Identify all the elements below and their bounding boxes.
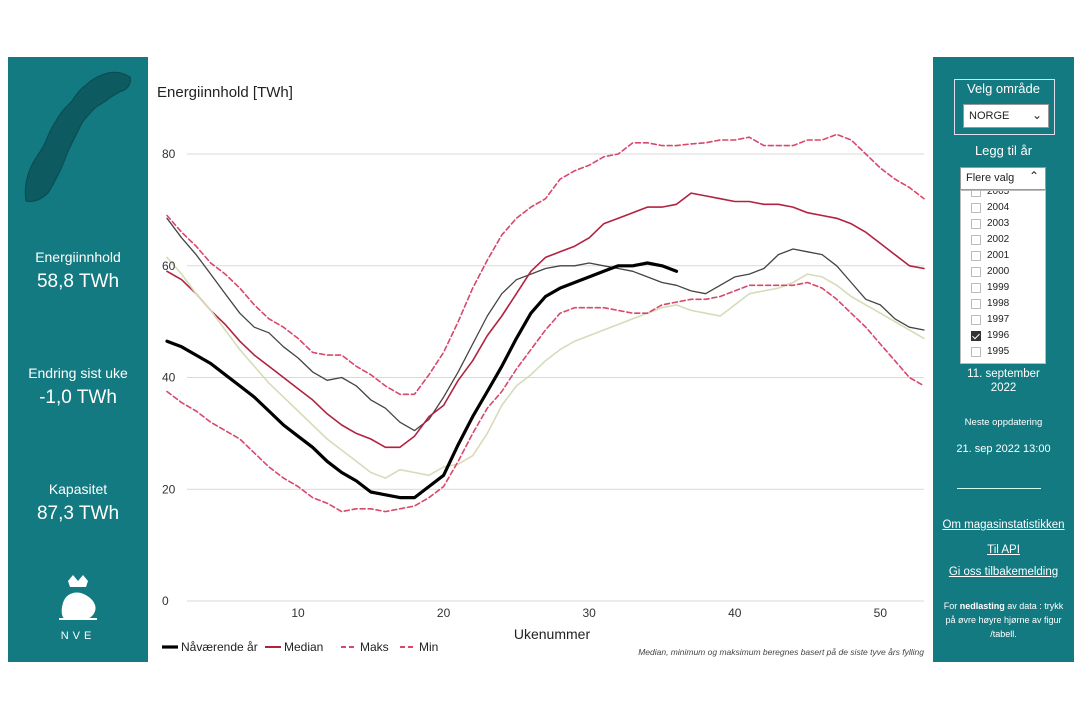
left-panel: Energiinnhold 58,8 TWh Endring sist uke … [8, 57, 148, 662]
year-checkbox[interactable] [971, 267, 981, 277]
note-rest: av data : trykk på øvre høyre hjørne av … [945, 601, 1064, 639]
year-option-1997[interactable]: 1997 [961, 312, 1045, 328]
link-feedback[interactable]: Gi oss tilbakemelding [948, 566, 1059, 578]
year-checkbox[interactable] [971, 347, 981, 357]
date-line1: 11. september [967, 368, 1040, 380]
stat-change-label: Endring sist uke [28, 365, 128, 381]
year-select[interactable]: Flere valg ⌃ [960, 167, 1046, 190]
year-option-label: 1998 [987, 298, 1010, 309]
area-select[interactable]: NORGE ⌄ [963, 104, 1049, 128]
chart-title: Energiinnhold [TWh] [157, 84, 293, 101]
year-option-1999[interactable]: 1999 [961, 280, 1045, 296]
year-checkbox[interactable] [971, 235, 981, 245]
series-line-unlabeled-1 [166, 217, 925, 432]
series-line-maks [166, 133, 925, 396]
x-tick-label: 10 [291, 606, 305, 620]
download-note: For nedlasting av data : trykk på øvre h… [943, 599, 1064, 641]
stat-energy: Energiinnhold 58,8 TWh [8, 249, 148, 293]
year-option-label: 2001 [987, 250, 1010, 261]
legend-label: Nåværende år [181, 640, 258, 654]
legend-label: Median [284, 640, 323, 654]
year-option-2005[interactable]: 2005 [961, 190, 1045, 200]
year-checkbox[interactable] [971, 331, 981, 341]
y-tick-label: 20 [162, 482, 176, 496]
year-checkbox[interactable] [971, 219, 981, 229]
stat-capacity: Kapasitet 87,3 TWh [8, 481, 148, 525]
year-title: Legg til år [974, 143, 1033, 158]
year-option-label: 2004 [987, 202, 1010, 213]
norway-map-icon [24, 71, 131, 202]
area-filter-box [954, 79, 1055, 135]
year-option-2003[interactable]: 2003 [961, 216, 1045, 232]
chevron-down-icon: ⌄ [1031, 108, 1042, 122]
link-about-stats[interactable]: Om magasinstatistikken [942, 519, 1065, 531]
stat-change-value: -1,0 TWh [39, 387, 117, 408]
year-checkbox[interactable] [971, 203, 981, 213]
year-checkbox[interactable] [971, 315, 981, 325]
series-line-1996 [166, 256, 925, 479]
chart-footnote: Median, minimum og maksimum beregnes bas… [638, 647, 924, 657]
y-tick-label: 40 [162, 371, 176, 385]
stat-change: Endring sist uke -1,0 TWh [8, 365, 148, 409]
y-tick-label: 60 [162, 259, 176, 273]
nve-logo-text: NVE [60, 630, 96, 642]
note-bold: nedlasting [959, 601, 1005, 611]
legend-label: Maks [360, 640, 389, 654]
x-tick-label: 30 [582, 606, 596, 620]
stat-energy-label: Energiinnhold [35, 249, 121, 265]
area-title: Velg område [967, 81, 1040, 96]
stat-capacity-label: Kapasitet [48, 481, 108, 497]
year-option-2001[interactable]: 2001 [961, 248, 1045, 264]
area-select-value: NORGE [969, 110, 1010, 122]
year-select-value: Flere valg [966, 172, 1015, 184]
year-option-label: 1995 [987, 346, 1010, 357]
series-line-nåværende-år [165, 261, 679, 500]
next-update-value: 21. sep 2022 13:00 [956, 443, 1051, 455]
right-panel: Velg område NORGE ⌄ Legg til år Flere va… [933, 57, 1074, 662]
year-option-label: 1996 [987, 330, 1010, 341]
y-tick-label: 0 [162, 594, 169, 608]
x-axis-label: Ukenummer [514, 626, 591, 642]
year-checkbox[interactable] [971, 283, 981, 293]
year-option-1998[interactable]: 1998 [961, 296, 1045, 312]
series-line-median [166, 192, 925, 449]
legend: Nåværende år Median Maks Min [162, 640, 438, 654]
chevron-up-icon: ⌃ [1028, 169, 1039, 183]
x-tick-label: 40 [728, 606, 742, 620]
year-option-label: 2000 [987, 266, 1010, 277]
year-option-2004[interactable]: 2004 [961, 200, 1045, 216]
x-tick-label: 20 [437, 606, 451, 620]
series-layer [165, 133, 925, 513]
chart-area: Energiinnhold [TWh] 0 20 40 60 80 10 20 30 40 50 … [150, 57, 930, 662]
divider [957, 488, 1041, 489]
year-option-1996[interactable]: 1996 [961, 328, 1045, 344]
year-checkbox[interactable] [971, 191, 981, 197]
grid [187, 153, 924, 602]
year-option-label: 1999 [987, 282, 1010, 293]
year-option-label: 2005 [987, 190, 1010, 197]
series-line-min [166, 281, 925, 513]
year-checkbox[interactable] [971, 251, 981, 261]
year-option-label: 1997 [987, 314, 1010, 325]
nve-logo: NVE [48, 573, 108, 642]
year-option-2002[interactable]: 2002 [961, 232, 1045, 248]
year-option-label: 2002 [987, 234, 1010, 245]
year-dropdown-list[interactable]: 2005 2004 2003 2002 2001 2000 1999 1998 1997 1996… [960, 190, 1046, 364]
note-prefix: For [943, 601, 960, 611]
legend-label: Min [419, 640, 438, 654]
crown-lion-icon [59, 575, 97, 620]
date-line2: 2022 [990, 382, 1017, 394]
stat-energy-value: 58,8 TWh [36, 271, 120, 292]
x-tick-label: 50 [874, 606, 888, 620]
axes: 0 20 40 60 80 10 20 30 40 50 [162, 147, 887, 620]
year-option-2000[interactable]: 2000 [961, 264, 1045, 280]
next-update-label: Neste oppdatering [964, 417, 1043, 428]
stat-capacity-value: 87,3 TWh [36, 503, 120, 524]
year-option-1995[interactable]: 1995 [961, 344, 1045, 360]
link-api[interactable]: Til API [987, 544, 1020, 556]
y-tick-label: 80 [162, 147, 176, 161]
year-checkbox[interactable] [971, 299, 981, 309]
year-option-label: 2003 [987, 218, 1010, 229]
